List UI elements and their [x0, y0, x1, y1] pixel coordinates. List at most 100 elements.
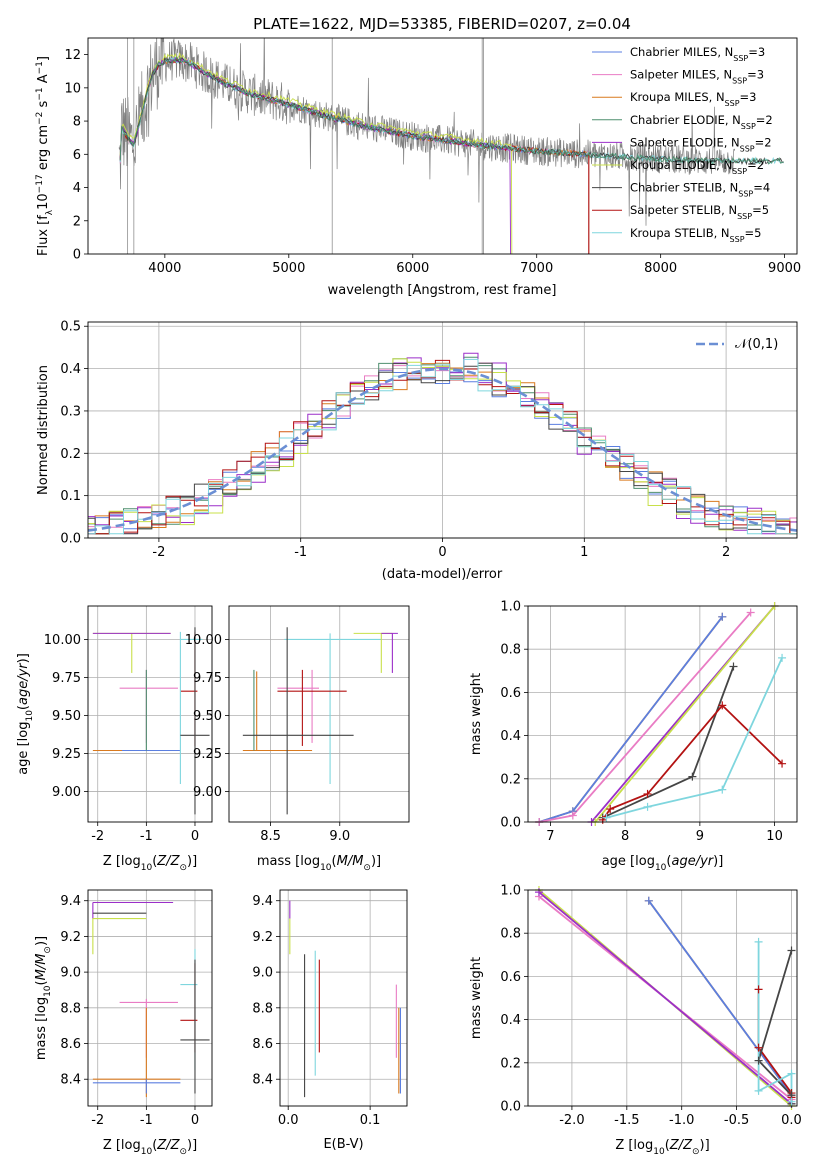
age-vs-metallicity-panel: -2 -1 0 9.00 9.25 9.50 9.75 10.00 Z [log10(Z/Z⊙)…	[16, 605, 213, 873]
data-point-kroupa_stelib	[787, 1097, 796, 1106]
legend-entry: 𝒩(0,1)	[735, 337, 778, 352]
x-tick-label: -1.5	[614, 1113, 639, 1128]
data-point-salpeter_stelib	[754, 985, 763, 994]
y-tick-label: 0.2	[500, 772, 521, 787]
y-tick-label: 0.8	[500, 643, 521, 658]
legend-entry: Kroupa STELIB, NSSP=5	[630, 226, 761, 244]
legend-entry: Chabrier ELODIE, NSSP=2	[630, 113, 773, 131]
y-tick-label: 0.2	[500, 1056, 521, 1071]
data-point-salpeter_stelib	[754, 1043, 763, 1052]
data-point-salpeter_stelib	[778, 759, 787, 768]
data-point-kroupa_stelib	[778, 653, 787, 662]
mass-vs-metallicity-panel: -2 -1 0 8.4 8.6 8.8 9.0 9.2 9.4 Z [log10(Z/Z⊙)] ma…	[34, 889, 213, 1157]
mass-vs-ebv-panel: 0.0 0.1 8.4 8.6 8.8 9.0 9.2 9.4 E(B-V)	[252, 889, 408, 1152]
plot-area	[88, 352, 797, 535]
y-tick-label: 9.4	[60, 894, 81, 909]
model-spectrum-kroupa_elodie	[119, 52, 513, 254]
x-axis-label: Z [log10(Z/Z⊙)]	[103, 854, 197, 873]
y-tick-label: 0.8	[500, 927, 521, 942]
histogram-kroupa_elodie	[88, 358, 797, 535]
axes-frame	[527, 605, 798, 823]
x-tick-label: 9	[696, 829, 704, 844]
y-tick-label: 9.2	[60, 930, 81, 945]
data-point-kroupa_stelib	[754, 1086, 763, 1095]
y-tick-label: 9.00	[193, 785, 222, 800]
x-tick-label: 0.1	[360, 1113, 381, 1128]
x-axis-label: age [log10(age/yr)]	[602, 854, 724, 873]
data-point-chabrier_stelib	[787, 946, 796, 955]
y-tick-label: 0.6	[500, 970, 521, 985]
data-point-salpeter_stelib	[606, 805, 615, 814]
data-point-kroupa_stelib	[602, 813, 611, 822]
x-tick-label: -0.5	[724, 1113, 749, 1128]
y-tick-label: 6	[73, 148, 81, 163]
x-tick-label: 0	[438, 545, 446, 560]
x-axis-label: mass [log10(M/M⊙)]	[257, 854, 381, 873]
plot-area	[242, 627, 398, 815]
axes-frame	[527, 889, 798, 1107]
y-tick-label: 8	[73, 115, 81, 130]
y-tick-label: 0.3	[60, 404, 81, 419]
y-tick-label: 0	[73, 248, 81, 263]
data-point-salpeter_stelib	[718, 701, 727, 710]
y-tick-label: 8.8	[252, 1001, 273, 1016]
y-axis-label: age [log10(age/yr)]	[16, 653, 35, 775]
axes-frame	[87, 37, 798, 255]
series-line-chabrier_stelib	[602, 666, 735, 819]
y-tick-label: 10	[64, 81, 81, 96]
data-point-kroupa_stelib	[718, 785, 727, 794]
x-tick-label: 0	[191, 829, 199, 844]
legend-entry: Kroupa ELODIE, NSSP=2	[630, 158, 764, 176]
x-tick-label: -2.0	[559, 1113, 584, 1128]
mass-weight-vs-metallicity-panel: -2.0 -1.5 -1.0 -0.5 0.0 0.0 0.2 0.4 0.6 0.8 1.0 Z […	[469, 884, 802, 1158]
data-point-chabrier_stelib	[688, 772, 697, 781]
y-tick-label: 9.00	[52, 785, 81, 800]
legend-entry: Kroupa MILES, NSSP=3	[630, 90, 756, 108]
x-tick-label: 5000	[272, 261, 305, 276]
model-spectrum-kroupa_miles	[119, 56, 590, 254]
x-tick-label: 7	[546, 829, 554, 844]
y-tick-label: 8.4	[60, 1073, 81, 1088]
x-axis-label: (data-model)/error	[382, 567, 503, 582]
x-tick-label: 8000	[644, 261, 677, 276]
model-spectrum-chabrier_elodie	[119, 55, 784, 165]
plot-area	[92, 627, 210, 815]
normal-curve	[88, 367, 797, 532]
x-axis-label: E(B-V)	[323, 1137, 363, 1152]
model-spectrum-salpeter_stelib	[119, 57, 590, 254]
y-tick-label: 0.4	[500, 1013, 521, 1028]
y-tick-label: 9.25	[193, 747, 222, 762]
x-tick-label: -2	[91, 829, 104, 844]
y-tick-label: 9.75	[52, 671, 81, 686]
y-tick-label: 0.0	[60, 532, 81, 547]
mass-weight-vs-age-panel: 7 8 9 10 0.0 0.2 0.4 0.6 0.8 1.0 age [log10(age/yr…	[469, 600, 798, 873]
x-tick-label: 0.0	[781, 1113, 802, 1128]
y-tick-label: 0.5	[60, 320, 81, 335]
x-axis-label: wavelength [Angstrom, rest frame]	[328, 283, 557, 298]
x-tick-label: -2	[91, 1113, 104, 1128]
series-line-kroupa_stelib	[757, 941, 793, 1102]
x-tick-label: -1	[140, 829, 153, 844]
series-line-salpeter_elodie	[538, 891, 793, 1105]
series-line-kroupa_elodie	[594, 606, 776, 822]
legend-entry: Salpeter ELODIE, NSSP=2	[630, 135, 772, 153]
series-line-kroupa_miles	[538, 616, 724, 822]
data-point-salpeter_miles	[568, 811, 577, 820]
x-tick-label: 8.5	[260, 829, 281, 844]
data-point-chabrier_stelib	[729, 662, 738, 671]
series-line-kroupa_stelib	[606, 657, 783, 819]
plot-area	[538, 890, 793, 1106]
legend-entry: Chabrier MILES, NSSP=3	[630, 45, 765, 63]
series-line-chabrier_miles	[648, 900, 793, 1096]
y-axis-label: mass [log10(M/M⊙)]	[34, 936, 53, 1060]
y-tick-label: 0.4	[500, 729, 521, 744]
y-tick-label: 8.6	[252, 1037, 273, 1052]
age-vs-mass-panel: 8.5 9.0 9.00 9.25 9.50 9.75 10.00 mass [log10(M…	[185, 605, 410, 873]
y-axis-label: Flux [fλ10−17 erg cm−2 s−1 A−1]	[35, 56, 55, 256]
legend-entry: Salpeter MILES, NSSP=3	[630, 68, 764, 86]
y-tick-label: 10.00	[44, 633, 81, 648]
y-tick-label: 9.25	[52, 747, 81, 762]
x-tick-label: 9000	[768, 261, 801, 276]
data-point-salpeter_stelib	[643, 789, 652, 798]
